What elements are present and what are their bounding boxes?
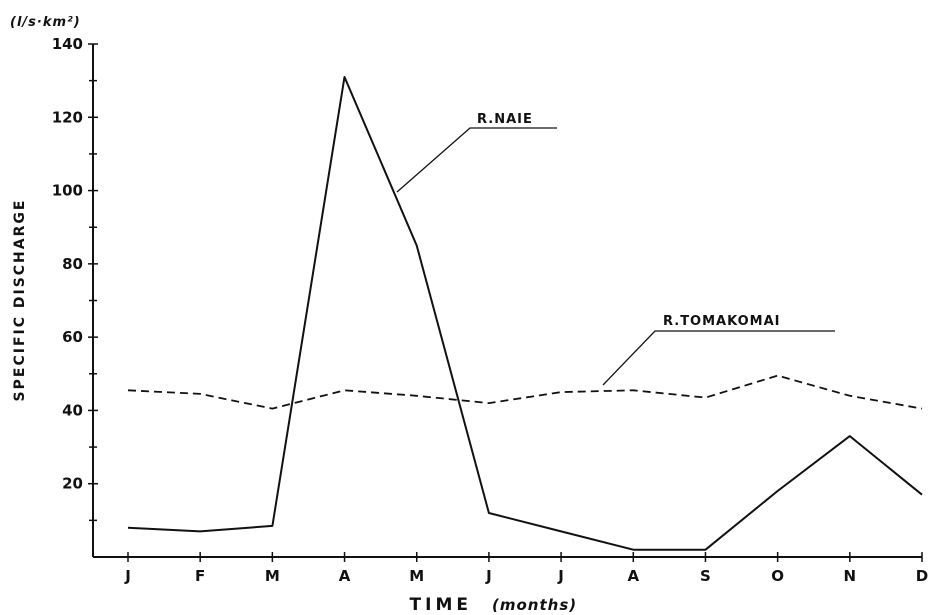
series-label: R.TOMAKOMAI [663,314,780,329]
series-label-leader [602,330,835,386]
annotations: R.NAIE R.TOMAKOMAI [396,112,835,386]
series-label: R.NAIE [477,112,533,127]
y-tick-label: 140 [52,35,83,53]
x-axis-title: TIME [410,595,472,615]
x-tick-label: A [339,567,351,585]
y-unit-label: (l/s·km²) [10,15,81,30]
series-line-1 [127,374,923,410]
x-tick-label: M [409,567,424,585]
y-axis-title: SPECIFIC DISCHARGE [12,199,28,402]
y-tick-label: 80 [62,255,83,273]
y-tick-label: 60 [62,328,83,346]
x-tick-label: A [627,567,639,585]
y-tick-label: 120 [52,108,83,126]
y-ticks: 20 40 60 80 100 120 140 [52,35,98,522]
y-tick-label: 20 [62,475,83,493]
x-tick-label: J [124,567,131,585]
y-tick-label: 100 [52,182,83,200]
x-tick-label: D [916,567,928,585]
x-tick-label: S [700,567,711,585]
x-tick-label: F [195,567,205,585]
x-tick-label: O [771,567,784,585]
x-tick-label: M [265,567,280,585]
series-label-leader [396,127,557,193]
series-lines [127,76,923,551]
y-tick-label: 40 [62,401,83,419]
x-tick-label: N [844,567,857,585]
series-line-0 [127,76,923,551]
x-axis-subtitle: (months) [492,596,577,614]
x-tick-label: J [557,567,564,585]
x-tick-label: J [485,567,492,585]
